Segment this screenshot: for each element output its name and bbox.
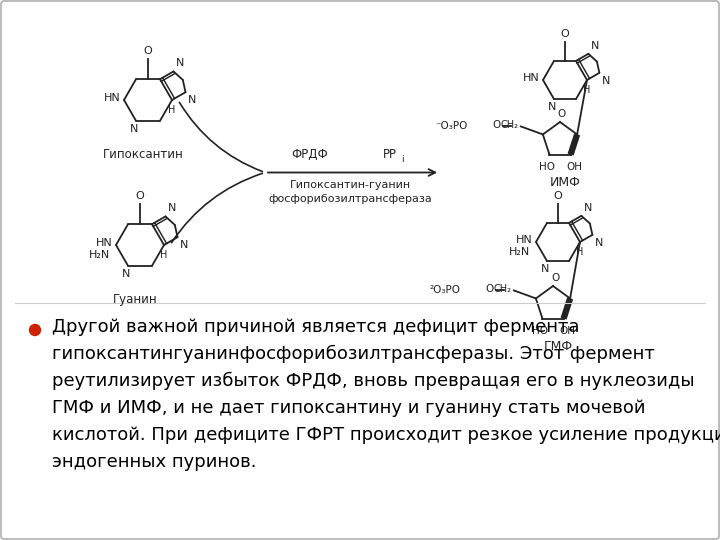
Text: N: N bbox=[595, 238, 603, 248]
Text: Гипоксантин: Гипоксантин bbox=[103, 148, 184, 161]
Text: O: O bbox=[561, 29, 570, 39]
Text: O: O bbox=[143, 46, 153, 56]
Text: PP: PP bbox=[383, 147, 397, 160]
Circle shape bbox=[30, 325, 40, 335]
Text: ГМФ и ИМФ, и не дает гипоксантину и гуанину стать мочевой: ГМФ и ИМФ, и не дает гипоксантину и гуан… bbox=[52, 399, 646, 417]
Text: N: N bbox=[583, 203, 592, 213]
Text: N: N bbox=[541, 264, 549, 274]
Text: OH: OH bbox=[567, 161, 582, 172]
Text: N: N bbox=[168, 204, 176, 213]
Text: H₂N: H₂N bbox=[89, 251, 110, 260]
Text: ФРДФ: ФРДФ bbox=[292, 147, 328, 160]
Text: N: N bbox=[601, 76, 610, 86]
Text: HO: HO bbox=[539, 161, 555, 172]
Text: кислотой. При дефиците ГФРТ происходит резкое усиление продукции: кислотой. При дефиците ГФРТ происходит р… bbox=[52, 426, 720, 444]
Text: O: O bbox=[135, 191, 145, 201]
Text: эндогенных пуринов.: эндогенных пуринов. bbox=[52, 453, 256, 471]
Text: N: N bbox=[590, 41, 599, 51]
Text: Другой важной причиной является дефицит фермента: Другой важной причиной является дефицит … bbox=[52, 318, 580, 336]
Text: ²O₃PO: ²O₃PO bbox=[430, 286, 461, 295]
Text: ⁻O₃PO: ⁻O₃PO bbox=[436, 122, 468, 131]
Text: CH₂: CH₂ bbox=[501, 120, 519, 131]
Text: HN: HN bbox=[104, 93, 121, 103]
Text: O: O bbox=[554, 191, 562, 201]
Text: CH₂: CH₂ bbox=[494, 285, 512, 294]
Text: H₂N: H₂N bbox=[509, 247, 531, 256]
Text: i: i bbox=[401, 156, 404, 165]
Text: реутилизирует избыток ФРДФ, вновь превращая его в нуклеозиды: реутилизирует избыток ФРДФ, вновь превра… bbox=[52, 372, 695, 390]
Text: HN: HN bbox=[523, 73, 540, 83]
Text: O: O bbox=[558, 109, 566, 119]
Text: N: N bbox=[179, 240, 188, 250]
Text: фосфорибозилтрансфераза: фосфорибозилтрансфераза bbox=[268, 194, 432, 205]
Text: O: O bbox=[551, 273, 559, 283]
Text: H: H bbox=[168, 105, 176, 115]
Text: O: O bbox=[492, 120, 501, 131]
Text: ИМФ: ИМФ bbox=[549, 176, 580, 188]
Text: N: N bbox=[187, 95, 196, 105]
Text: N: N bbox=[176, 58, 184, 69]
Text: HO: HO bbox=[532, 326, 549, 335]
Text: Гуанин: Гуанин bbox=[113, 294, 157, 307]
Text: H: H bbox=[583, 85, 590, 95]
Text: OH: OH bbox=[559, 326, 575, 335]
Text: Гипоксантин-гуанин: Гипоксантин-гуанин bbox=[289, 180, 410, 191]
Text: ГМФ: ГМФ bbox=[544, 340, 572, 353]
Text: N: N bbox=[548, 102, 556, 112]
Text: O: O bbox=[485, 285, 494, 294]
Text: HN: HN bbox=[516, 235, 533, 245]
Text: H: H bbox=[161, 250, 168, 260]
Text: HN: HN bbox=[96, 238, 113, 248]
Text: N: N bbox=[122, 269, 130, 279]
Text: H: H bbox=[576, 247, 584, 257]
Text: гипоксантингуанинфосфорибозилтрансферазы. Этот фермент: гипоксантингуанинфосфорибозилтрансферазы… bbox=[52, 345, 654, 363]
Text: N: N bbox=[130, 124, 138, 134]
